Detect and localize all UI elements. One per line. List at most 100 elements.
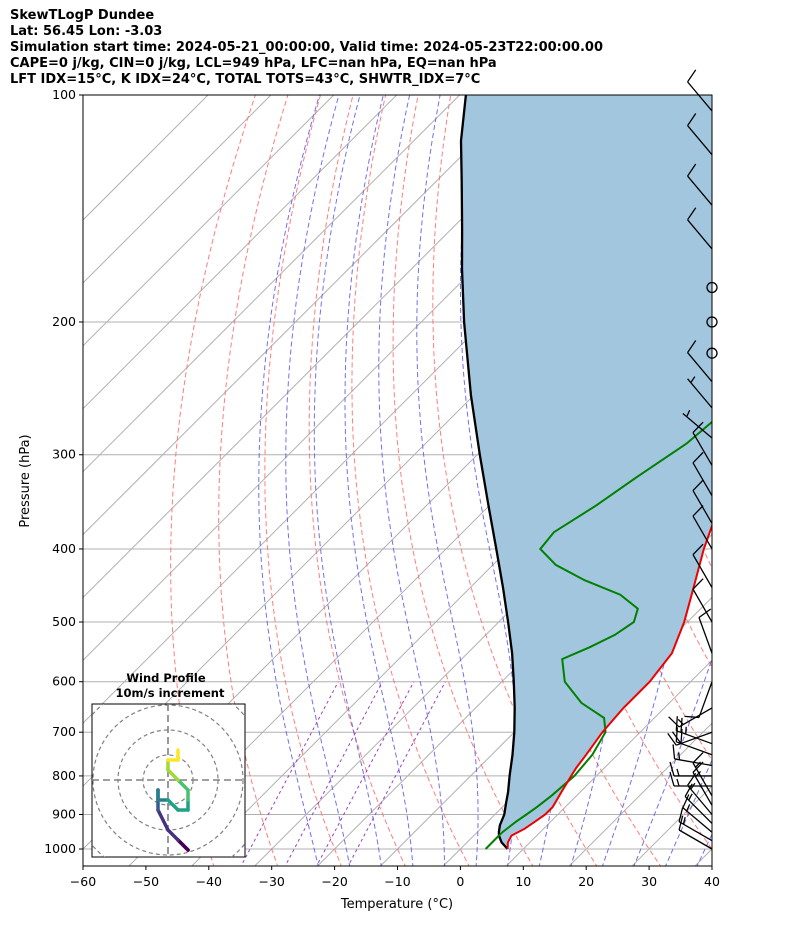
isotherm-line	[83, 95, 335, 347]
barb-shaft	[692, 462, 713, 497]
wind-barb	[692, 479, 713, 524]
wind-barb	[687, 113, 713, 156]
barb-flag	[687, 69, 697, 83]
barb-half-flag	[685, 726, 687, 735]
wind-barb	[687, 207, 713, 250]
isotherm-line	[83, 95, 272, 284]
barb-shaft	[692, 762, 713, 797]
barb-shaft	[687, 352, 713, 383]
y-tick-label: 300	[52, 447, 76, 462]
title-line-location: Lat: 56.45 Lon: -3.03	[10, 24, 163, 39]
moist-adiabat	[258, 95, 320, 866]
barb-flag	[692, 505, 704, 517]
moist-adiabat	[416, 95, 479, 866]
barb-flag	[692, 578, 704, 590]
hodograph-segment	[176, 838, 190, 852]
isotherm-line	[505, 659, 712, 866]
y-tick-label: 900	[52, 806, 76, 821]
wind-barb	[687, 376, 713, 409]
y-tick-label: 700	[52, 724, 76, 739]
title-line-station: SkewTLogP Dundee	[10, 8, 155, 23]
y-tick-label: 600	[52, 674, 76, 689]
wind-barb	[669, 761, 712, 777]
x-tick-label: 40	[704, 874, 720, 889]
mixing-ratio-line	[284, 681, 383, 866]
x-tick-label: −10	[384, 874, 410, 889]
barb-flag	[668, 716, 680, 728]
y-tick-label: 200	[52, 314, 76, 329]
barb-shaft	[682, 413, 713, 439]
wind-barb	[684, 681, 713, 719]
dry-adiabat	[351, 95, 470, 866]
barb-shaft	[687, 784, 713, 815]
wind-barb	[682, 409, 713, 439]
dewpoint-line	[484, 420, 712, 850]
wind-barb	[692, 578, 713, 623]
hodograph-segment	[166, 828, 180, 842]
isotherm-line	[379, 533, 712, 866]
barb-flag	[671, 731, 682, 744]
x-tick-label: −40	[196, 874, 222, 889]
barb-shaft	[692, 432, 713, 466]
barb-shaft	[684, 796, 713, 824]
temperature-line	[506, 522, 712, 850]
barb-shaft	[682, 807, 713, 833]
barb-shaft	[692, 588, 713, 623]
mixing-ratio-line	[316, 681, 415, 866]
wind-barb	[672, 744, 713, 767]
barb-flag	[675, 716, 678, 731]
barb-half-flag	[686, 409, 691, 418]
barb-flag	[675, 727, 678, 742]
title-line-time: Simulation start time: 2024-05-21_00:00:…	[10, 40, 603, 55]
barb-flag	[672, 744, 676, 760]
x-axis-label: Temperature (°C)	[340, 897, 453, 912]
wind-barb	[682, 794, 713, 833]
hodograph-segment	[166, 768, 180, 782]
barb-shaft	[678, 821, 713, 842]
inset-title-line1: Wind Profile	[126, 671, 206, 685]
barb-flag	[687, 207, 697, 221]
y-axis-label: Pressure (hPa)	[18, 434, 33, 527]
moist-adiabat	[285, 95, 351, 866]
barb-shaft	[692, 490, 713, 524]
title-line-indices-1: CAPE=0 j/kg, CIN=0 j/kg, LCL=949 hPa, LF…	[10, 56, 497, 71]
moist-adiabat	[378, 95, 445, 866]
wind-barb	[692, 421, 713, 466]
wind-barb	[706, 316, 718, 328]
barb-flag	[682, 794, 690, 809]
barb-shaft	[676, 730, 713, 745]
chart-title: SkewTLogP Dundee Lat: 56.45 Lon: -3.03 S…	[10, 8, 603, 88]
barb-flag	[667, 733, 677, 746]
isotherm-line	[83, 95, 524, 536]
dry-adiabat	[170, 95, 256, 866]
wind-barb	[698, 608, 713, 654]
wind-barb	[667, 731, 713, 746]
inset-plot	[92, 704, 245, 857]
calm-circle	[706, 316, 718, 328]
barb-shaft	[678, 829, 713, 850]
barb-half-flag	[676, 778, 680, 787]
barb-half-flag	[690, 376, 696, 383]
wind-barb	[692, 543, 713, 588]
wind-barb	[675, 727, 713, 756]
wind-profile-inset	[91, 703, 246, 858]
barb-shaft	[687, 378, 713, 409]
wind-barb	[678, 807, 713, 842]
wind-barb	[692, 451, 713, 497]
x-tick-label: −50	[133, 874, 159, 889]
dry-adiabat	[774, 78, 794, 868]
moist-adiabat	[664, 758, 712, 866]
barb-shaft	[692, 515, 713, 550]
moist-adiabat	[601, 95, 686, 866]
title-line-indices-2: LFT IDX=15°C, K IDX=24°C, TOTAL TOTS=43°…	[10, 72, 481, 87]
barb-half-flag	[688, 793, 693, 801]
barb-shaft	[698, 681, 713, 718]
barb-flag	[692, 451, 704, 464]
barb-half-flag	[682, 816, 686, 825]
mixing-ratio-line	[347, 681, 446, 866]
barb-half-flag	[678, 752, 681, 760]
y-tick-label: 500	[52, 614, 76, 629]
barb-flag	[687, 163, 697, 177]
y-tick-label: 1000	[44, 841, 76, 856]
